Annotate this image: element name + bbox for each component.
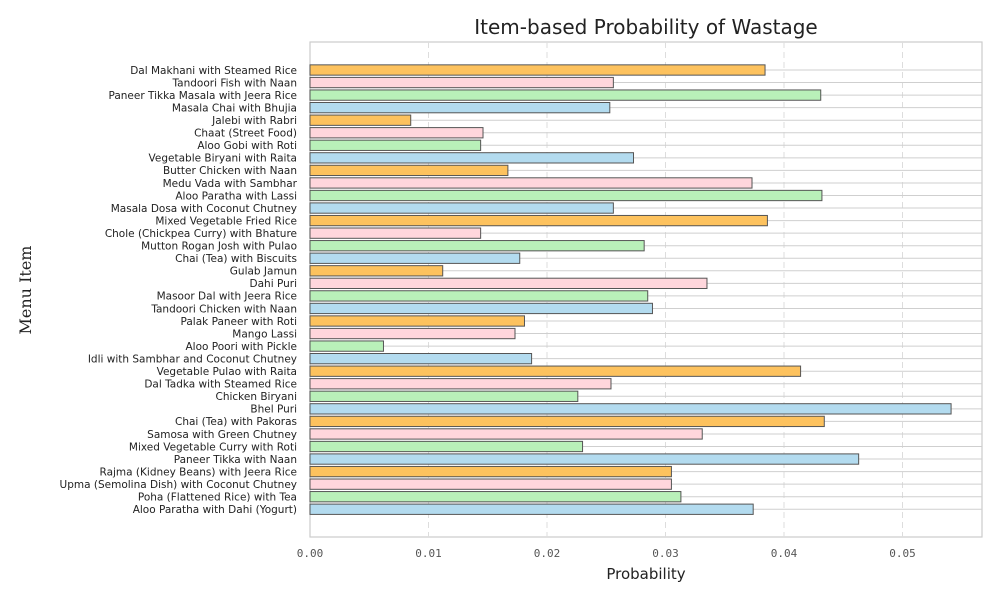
bar	[309, 465, 672, 478]
bar	[309, 353, 533, 365]
bar	[309, 127, 484, 139]
bar	[309, 164, 509, 177]
category-label: Masala Chai with Bhujia	[172, 102, 297, 114]
category-label: Chole (Chickpea Curry) with Bhature	[105, 228, 297, 240]
bar	[309, 227, 482, 239]
category-label: Chai (Tea) with Biscuits	[175, 253, 297, 265]
bar	[309, 365, 802, 377]
bar	[309, 189, 823, 202]
category-label: Dal Tadka with Steamed Rice	[144, 379, 297, 391]
bar	[309, 440, 584, 453]
bar	[309, 390, 579, 402]
category-label: Medu Vada with Sambhar	[163, 178, 298, 190]
bar	[309, 378, 612, 390]
category-label: Vegetable Biryani with Raita	[149, 153, 297, 165]
bar	[309, 302, 653, 315]
bar	[309, 491, 682, 503]
category-label: Jalebi with Rabri	[211, 115, 297, 127]
category-label: Upma (Semolina Dish) with Coconut Chutne…	[60, 479, 297, 491]
category-label: Rajma (Kidney Beans) with Jeera Rice	[100, 466, 297, 478]
category-label: Samosa with Green Chutney	[147, 429, 297, 441]
bar	[309, 340, 384, 352]
bar	[309, 415, 825, 428]
category-label: Dal Makhani with Steamed Rice	[130, 65, 297, 77]
x-tick-labels: 0.00 0.01 0.02 0.03 0.04 0.05	[297, 547, 916, 560]
category-label: Gulab Jamun	[230, 266, 297, 278]
category-label: Tandoori Fish with Naan	[172, 77, 298, 89]
category-label: Masala Dosa with Coconut Chutney	[111, 203, 297, 215]
y-axis-label: Menu Item	[16, 246, 35, 335]
bar	[309, 403, 952, 415]
bars	[309, 64, 952, 515]
category-label: Vegetable Pulao with Raita	[157, 366, 297, 378]
bar	[309, 240, 645, 252]
category-label: Poha (Flattened Rice) with Tea	[138, 492, 297, 504]
category-label: Aloo Poori with Pickle	[185, 341, 297, 353]
bar	[309, 252, 521, 264]
category-label: Mixed Vegetable Fried Rice	[155, 215, 297, 227]
bar	[309, 428, 703, 440]
category-label: Mango Lassi	[232, 328, 297, 340]
category-label: Bhel Puri	[250, 404, 297, 416]
category-label: Dahi Puri	[250, 278, 297, 290]
category-label: Mutton Rogan Josh with Pulao	[141, 241, 297, 253]
category-label: Chicken Biryani	[216, 391, 298, 403]
x-tick-label: 0.05	[889, 547, 916, 560]
bar	[309, 277, 708, 290]
bar	[309, 89, 822, 101]
bar	[309, 478, 672, 490]
category-label: Idli with Sambhar and Coconut Chutney	[88, 353, 297, 365]
bar	[309, 214, 768, 227]
bar	[309, 102, 611, 114]
category-label: Palak Paneer with Roti	[181, 316, 297, 328]
category-label: Mixed Vegetable Curry with Roti	[129, 441, 297, 453]
bar	[309, 139, 482, 151]
bar	[309, 114, 412, 126]
x-tick-label: 0.01	[415, 547, 442, 560]
category-label: Aloo Paratha with Dahi (Yogurt)	[133, 504, 297, 516]
bar	[309, 177, 753, 189]
x-tick-label: 0.03	[652, 547, 679, 560]
category-label: Aloo Gobi with Roti	[197, 140, 297, 152]
bar	[309, 202, 614, 214]
x-tick-label: 0.02	[534, 547, 561, 560]
bar	[309, 315, 525, 327]
bar	[309, 290, 649, 302]
bar	[309, 76, 614, 89]
category-label: Paneer Tikka Masala with Jeera Rice	[108, 90, 297, 102]
category-label: Chaat (Street Food)	[194, 128, 297, 140]
bar	[309, 453, 860, 465]
category-label: Tandoori Chicken with Naan	[150, 303, 297, 315]
category-label: Masoor Dal with Jeera Rice	[157, 291, 297, 303]
category-label: Paneer Tikka with Naan	[174, 454, 297, 466]
bar	[309, 265, 444, 277]
bar	[309, 327, 516, 340]
chart-title: Item-based Probability of Wastage	[474, 15, 817, 39]
x-tick-label: 0.04	[771, 547, 798, 560]
category-label: Chai (Tea) with Pakoras	[175, 416, 297, 428]
category-label: Butter Chicken with Naan	[163, 165, 297, 177]
bar	[309, 152, 635, 164]
bar	[309, 64, 766, 76]
x-tick-label: 0.00	[297, 547, 324, 560]
x-axis-label: Probability	[606, 565, 685, 583]
bar	[309, 503, 754, 515]
category-label: Aloo Paratha with Lassi	[175, 190, 297, 202]
